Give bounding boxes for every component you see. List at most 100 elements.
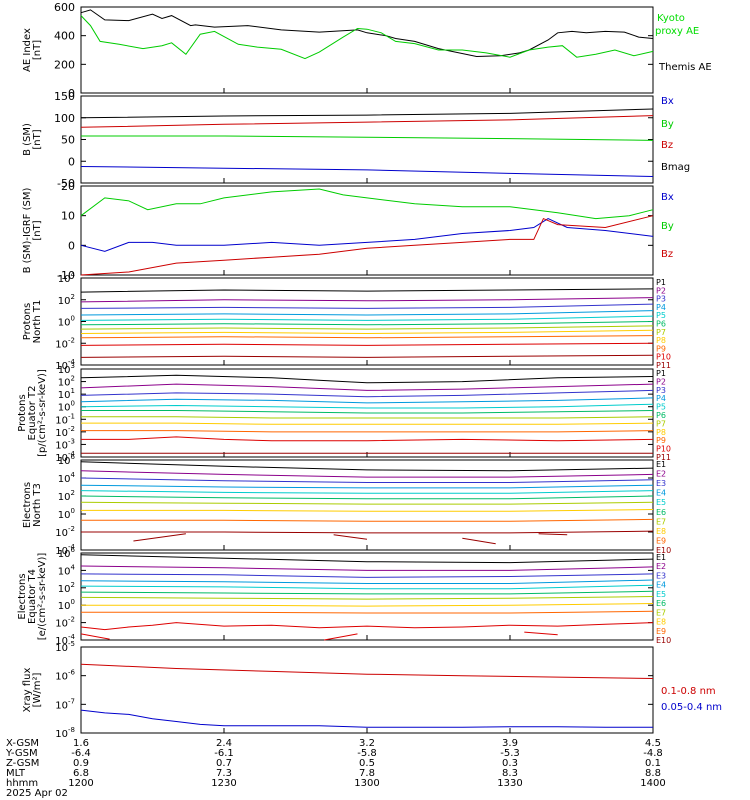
panel-bsm: -50 0 50 100 150 B (SM) [nT] Bx By Bz Bmag [22, 90, 690, 190]
series-line-e8 [81, 509, 654, 512]
y-axis-label: AE Index [22, 28, 33, 72]
series-line-p8 [81, 422, 654, 425]
series-line-e3 [80, 477, 654, 483]
y-tick-label: 100 [58, 598, 75, 612]
series-line-p9 [80, 335, 654, 339]
series-line-e6 [80, 495, 654, 500]
legend-label: E3 [656, 571, 666, 580]
series-line-p2 [80, 383, 654, 391]
panel-frame [80, 552, 654, 641]
legend-label: E5 [656, 498, 666, 507]
y-tick-label: 103 [58, 362, 75, 376]
y-tick-label: 0 [68, 155, 75, 168]
legend-label: 0.05-0.4 nm [661, 702, 722, 713]
y-tick-label: 106 [58, 546, 76, 560]
legend-label: E5 [656, 590, 666, 599]
x-axis-value: -5.3 [500, 748, 520, 759]
y-tick-label: 106 [58, 453, 76, 467]
y-tick-label: 10-4 [55, 358, 75, 372]
legend-label: Themis AE [658, 62, 712, 73]
series-line-e5 [80, 490, 654, 494]
y-tick-label: 10-6 [55, 669, 75, 683]
series-line-e6 [80, 590, 654, 595]
y-tick-label: 150 [54, 90, 75, 103]
series-line-0-05-0-4-nm [80, 709, 653, 728]
x-axis-value: 7.3 [216, 768, 232, 779]
x-axis-value: -6.1 [214, 748, 234, 759]
legend-label: E3 [656, 479, 666, 488]
series-segment [133, 533, 186, 542]
x-axis-value: 4.5 [645, 738, 661, 749]
series-line-e1 [80, 461, 654, 472]
y-tick-label: 10-4 [55, 450, 75, 464]
y-axis-label: Equator T2 [27, 386, 38, 441]
series-line-e9 [81, 610, 654, 614]
x-axis-value: -6.4 [71, 748, 91, 759]
y-axis-label: Electrons [22, 482, 33, 528]
legend-label: P9 [656, 436, 666, 445]
legend-label: By [661, 119, 674, 130]
x-axis-value: 3.2 [359, 738, 375, 749]
y-axis-label: Equator T4 [27, 569, 38, 624]
y-axis-label: B (SM) [22, 123, 33, 156]
legend-label: P9 [656, 344, 666, 353]
x-axis-value: 3.9 [502, 738, 518, 749]
legend-label: E8 [656, 527, 666, 536]
legend-label: Bz [661, 249, 673, 260]
series-line-p3 [80, 389, 654, 398]
legend-label: E7 [656, 517, 666, 526]
series-segment [538, 533, 568, 536]
legend-label: P3 [656, 386, 666, 395]
series-line-p11 [80, 354, 654, 358]
y-tick-label: -50 [57, 177, 75, 190]
series-line-p5 [80, 403, 654, 409]
y-tick-label: 104 [58, 271, 76, 285]
series-line-e10 [80, 622, 654, 631]
legend-label: P4 [656, 303, 666, 312]
series-line-p7 [81, 416, 654, 419]
series-line-p7 [80, 325, 654, 330]
x-axis-value: 7.8 [359, 768, 375, 779]
legend-label: P10 [656, 445, 671, 454]
series-line-e3 [80, 573, 654, 578]
x-axis-value: -4.8 [643, 748, 663, 759]
y-tick-label: 50 [61, 134, 75, 147]
y-axis-label: [nT] [32, 40, 43, 60]
y-tick-label: 10-2 [55, 525, 75, 539]
legend-label: P1 [656, 369, 666, 378]
series-line-p3 [80, 303, 654, 309]
y-tick-label: 10-5 [55, 640, 75, 654]
y-tick-label: 20 [61, 180, 75, 193]
y-tick-label: 10-4 [55, 543, 75, 557]
y-tick-label: 104 [58, 471, 76, 485]
date-label: 2025 Apr 02 [6, 788, 68, 799]
series-line-e4 [80, 579, 654, 584]
series-line-p6 [80, 321, 654, 326]
series-line-p4 [80, 397, 654, 404]
series-segment [80, 633, 110, 640]
legend-label: P7 [656, 328, 666, 337]
x-axis-value: 0.3 [502, 758, 518, 769]
y-tick-label: 10-2 [55, 336, 75, 350]
y-tick-label: 100 [58, 507, 75, 521]
y-tick-label: 102 [58, 375, 75, 389]
series-line-p4 [80, 310, 654, 316]
series-line-bx [80, 166, 654, 177]
legend-label: P6 [656, 320, 666, 329]
x-axis-value: 8.8 [645, 768, 661, 779]
y-tick-label: 102 [58, 293, 75, 307]
x-axis-value: 0.1 [645, 758, 661, 769]
series-line-p10 [80, 342, 654, 346]
panel-bdiff: -10 0 10 20 B (SM)-IGRF (SM) [nT] Bx By Bz [22, 180, 674, 282]
y-axis-label: Xray flux [22, 668, 33, 713]
x-axis-value: 1200 [68, 778, 93, 789]
series-line-p10 [81, 436, 654, 442]
series-line-e4 [80, 484, 654, 489]
series-line-0-1-0-8-nm [80, 663, 654, 679]
y-axis-label: Protons [22, 303, 33, 340]
legend-label: Kyoto [657, 13, 685, 24]
series-line-e10 [81, 530, 654, 534]
y-axis-label: B (SM)-IGRF (SM) [22, 188, 33, 274]
x-axis-value: 1300 [354, 778, 379, 789]
y-tick-label: 100 [58, 400, 75, 414]
